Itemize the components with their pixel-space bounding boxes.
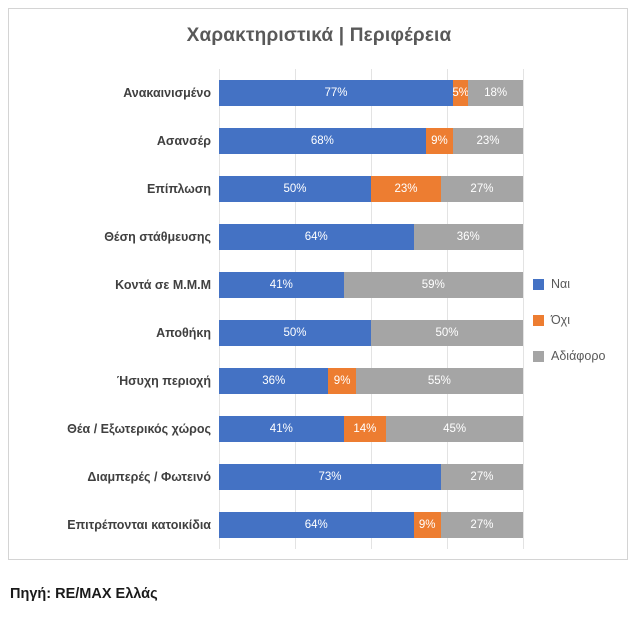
bar-value-label: 55%: [427, 375, 451, 387]
category-label: Ασανσέρ: [156, 134, 211, 148]
bar-value-label: 41%: [269, 279, 293, 291]
bar-segment: 23%: [453, 128, 523, 154]
table-row: 64% 9% 27%: [219, 512, 523, 538]
table-row: 77% 5% 18%: [219, 80, 523, 106]
gridline: [523, 69, 524, 549]
bar-value-label: 50%: [283, 327, 307, 339]
bar-segment: 27%: [440, 464, 523, 490]
bar-value-label: 9%: [333, 375, 351, 387]
bar-value-label: 64%: [304, 519, 328, 531]
legend-swatch: [533, 278, 544, 290]
legend-label: Αδιάφορο: [551, 349, 606, 363]
bar-segment: 50%: [219, 176, 371, 202]
bar-value-label: 5%: [453, 87, 469, 99]
bar-segment: 41%: [219, 272, 344, 298]
bar-value-label: 23%: [476, 135, 500, 147]
gridline: [371, 69, 372, 549]
bar-value-label: 36%: [456, 231, 480, 243]
bar-value-label: 77%: [324, 87, 348, 99]
category-axis-labels: Ανακαινισμένο Ασανσέρ Επίπλωση Θέση στάθμευ…: [23, 69, 219, 549]
bar-value-label: 27%: [470, 519, 494, 531]
source-note: Πηγή: RE/MAX Ελλάς: [10, 586, 158, 602]
bar-segment: 73%: [219, 464, 441, 490]
bar-value-label: 23%: [394, 183, 418, 195]
legend-swatch: [533, 350, 544, 362]
bar-segment: 5%: [453, 80, 469, 106]
bar-segment: 50%: [371, 320, 523, 346]
bar-segment: 36%: [219, 368, 329, 394]
bar-value-label: 41%: [269, 423, 293, 435]
bar-segment: 14%: [343, 416, 387, 442]
category-label: Αποθήκη: [156, 326, 211, 340]
legend-item[interactable]: Ναι: [533, 277, 625, 291]
bar-value-label: 73%: [318, 471, 342, 483]
table-row: 41% 59%: [219, 272, 523, 298]
table-row: 36% 9% 55%: [219, 368, 523, 394]
bar-value-label: 36%: [262, 375, 286, 387]
legend-label: Ναι: [551, 277, 571, 291]
category-label: Επίπλωση: [146, 182, 211, 196]
bar-value-label: 27%: [470, 471, 494, 483]
category-label: Ανακαινισμένο: [123, 86, 211, 100]
legend-item[interactable]: Όχι: [533, 313, 625, 327]
chart-legend: Ναι Όχι Αδιάφορο: [533, 277, 625, 385]
table-row: 41% 14% 45%: [219, 416, 523, 442]
bar-value-label: 50%: [283, 183, 307, 195]
bar-segment: 59%: [343, 272, 523, 298]
bar-value-label: 50%: [435, 327, 459, 339]
bar-segment: 18%: [468, 80, 523, 106]
bar-value-label: 64%: [304, 231, 328, 243]
bar-segment: 9%: [413, 512, 441, 538]
table-row: 50% 23% 27%: [219, 176, 523, 202]
bar-segment: 77%: [219, 80, 454, 106]
bar-value-label: 68%: [310, 135, 334, 147]
gridline: [447, 69, 448, 549]
legend-label: Όχι: [551, 313, 571, 327]
category-label: Θέα / Εξωτερικός χώρος: [67, 422, 211, 436]
table-row: 64% 36%: [219, 224, 523, 250]
gridline: [295, 69, 296, 549]
bar-segment: 50%: [219, 320, 371, 346]
bar-segment: 55%: [355, 368, 523, 394]
bar-segment: 9%: [425, 128, 454, 154]
bar-value-label: 9%: [418, 519, 436, 531]
legend-swatch: [533, 314, 544, 326]
bars-area: 77% 5% 18% 68% 9% 23% 50% 23% 27% 64% 36% 41% 59% 50%…: [219, 69, 524, 549]
bar-segment: 68%: [219, 128, 426, 154]
chart-frame: Χαρακτηριστικά | Περιφέρεια Ανακαινισμέν…: [8, 8, 628, 560]
bar-value-label: 45%: [443, 423, 467, 435]
bar-segment: 27%: [440, 512, 523, 538]
category-label: Θέση στάθμευσης: [104, 230, 211, 244]
chart-title: Χαρακτηριστικά | Περιφέρεια: [186, 25, 452, 46]
bar-segment: 27%: [440, 176, 523, 202]
legend-item[interactable]: Αδιάφορο: [533, 349, 625, 363]
bar-segment: 45%: [386, 416, 523, 442]
table-row: 68% 9% 23%: [219, 128, 523, 154]
bar-segment: 64%: [219, 224, 414, 250]
plot-area: Ανακαινισμένο Ασανσέρ Επίπλωση Θέση στάθμευ…: [23, 69, 524, 549]
bar-value-label: 27%: [470, 183, 494, 195]
bar-value-label: 18%: [484, 87, 508, 99]
gridline: [219, 69, 220, 549]
category-label: Επιτρέπονται κατοικίδια: [67, 518, 211, 532]
table-row: 50% 50%: [219, 320, 523, 346]
category-label: Ήσυχη περιοχή: [116, 374, 211, 388]
bar-segment: 64%: [219, 512, 414, 538]
bar-segment: 41%: [219, 416, 344, 442]
bar-value-label: 9%: [431, 135, 448, 147]
bar-segment: 9%: [328, 368, 356, 394]
bar-segment: 23%: [371, 176, 441, 202]
category-label: Κοντά σε Μ.Μ.Μ: [115, 278, 211, 292]
bar-value-label: 14%: [353, 423, 377, 435]
table-row: 73% 27%: [219, 464, 523, 490]
bar-segment: 36%: [413, 224, 523, 250]
category-label: Διαμπερές / Φωτεινό: [87, 470, 211, 484]
bar-value-label: 59%: [421, 279, 445, 291]
